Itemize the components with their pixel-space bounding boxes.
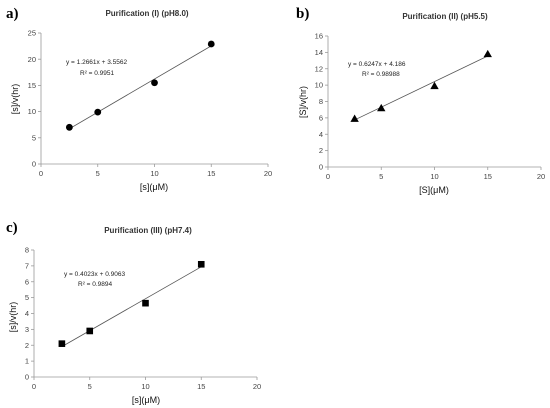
y-tick-label: 10 — [28, 107, 36, 116]
x-axis-label: [s](μM) — [140, 182, 168, 192]
y-tick-label: 7 — [25, 261, 29, 270]
x-tick-label: 15 — [197, 382, 205, 391]
r-squared: R² = 0.9894 — [78, 281, 113, 288]
r-squared: R² = 0.98988 — [362, 71, 400, 78]
chart-panel-c: c) Purification (III) (pH7.4) y = 0.4023… — [6, 220, 261, 405]
y-tick-label: 4 — [25, 309, 29, 318]
data-point — [483, 49, 492, 58]
trend-line — [61, 266, 202, 347]
x-axis-label: [s](μM) — [132, 395, 160, 405]
trend-line — [69, 45, 212, 130]
x-tick-label: 15 — [484, 172, 492, 181]
chart-panel-a: a) Purification (I) (pH8.0) y = 1.2661x … — [6, 6, 272, 192]
chart-title: Purification (III) (pH7.4) — [104, 226, 192, 235]
y-tick-label: 8 — [25, 246, 29, 255]
y-tick-label: 2 — [25, 341, 29, 350]
x-axis-label: [S](μM) — [419, 185, 449, 195]
y-tick-label: 6 — [319, 113, 323, 122]
x-tick-label: 0 — [326, 172, 330, 181]
y-tick-label: 12 — [315, 64, 323, 73]
data-point — [151, 79, 158, 87]
y-tick-label: 5 — [25, 293, 29, 302]
y-tick-label: 25 — [28, 29, 36, 38]
y-tick-label: 1 — [25, 357, 29, 366]
y-axis-label: [s]/v(hr) — [8, 302, 18, 333]
data-point — [142, 299, 149, 307]
y-tick-label: 4 — [319, 130, 323, 139]
y-tick-label: 10 — [315, 81, 323, 90]
x-tick-label: 0 — [39, 169, 43, 178]
data-point — [197, 260, 205, 268]
y-tick-label: 0 — [32, 160, 36, 169]
trend-equation: y = 0.6247x + 4.186 — [348, 61, 406, 68]
x-tick-label: 20 — [537, 172, 545, 181]
y-axis-label: [S]/v(hr) — [298, 86, 308, 118]
y-tick-label: 2 — [319, 146, 323, 155]
data-point — [94, 108, 102, 116]
y-tick-label: 14 — [315, 48, 323, 57]
x-tick-label: 0 — [32, 382, 36, 391]
x-tick-label: 20 — [264, 169, 272, 178]
data-point — [377, 103, 386, 112]
x-tick-label: 10 — [141, 382, 149, 391]
chart-title: Purification (II) (pH5.5) — [402, 12, 488, 21]
panel-letter: b) — [296, 6, 309, 22]
x-tick-label: 5 — [96, 169, 100, 178]
y-tick-label: 0 — [25, 373, 29, 382]
x-tick-label: 10 — [430, 172, 438, 181]
y-tick-label: 6 — [25, 277, 29, 286]
trend-equation: y = 1.2661x + 3.5562 — [66, 59, 127, 66]
y-tick-label: 5 — [32, 133, 36, 142]
x-tick-label: 10 — [150, 169, 158, 178]
data-point — [86, 327, 94, 335]
data-point — [58, 340, 66, 347]
x-tick-label: 15 — [207, 169, 215, 178]
trend-equation: y = 0.4023x + 0.9063 — [64, 271, 125, 278]
y-tick-label: 8 — [319, 97, 323, 106]
chart-title: Purification (I) (pH8.0) — [105, 9, 188, 18]
y-tick-label: 0 — [319, 163, 323, 172]
data-point — [65, 123, 73, 131]
panel-letter: a) — [6, 6, 19, 22]
data-point — [430, 81, 439, 90]
data-point — [350, 114, 359, 122]
x-tick-label: 5 — [379, 172, 383, 181]
trend-line — [354, 55, 488, 121]
data-point — [207, 40, 215, 48]
y-tick-label: 3 — [25, 325, 29, 334]
y-tick-label: 15 — [28, 81, 36, 90]
y-tick-label: 20 — [28, 55, 36, 64]
panel-letter: c) — [6, 220, 18, 236]
y-axis-label: [s]/v(hr) — [10, 84, 20, 115]
chart-panel-b: b) Purification (II) (pH5.5) y = 0.6247x… — [296, 6, 545, 195]
y-tick-label: 16 — [315, 32, 323, 41]
r-squared: R² = 0.9951 — [80, 70, 115, 77]
x-tick-label: 5 — [88, 382, 92, 391]
x-tick-label: 20 — [253, 382, 261, 391]
